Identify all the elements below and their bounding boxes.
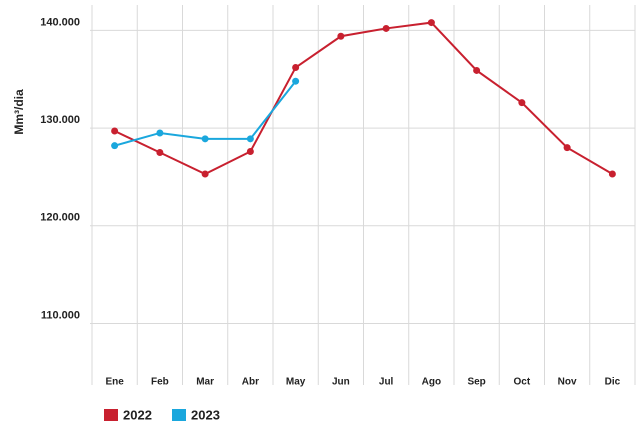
x-tick-label: Jul — [379, 377, 394, 388]
x-tick-label: Jun — [332, 377, 350, 388]
x-tick-label: Feb — [151, 377, 169, 388]
point — [427, 19, 435, 27]
point — [563, 144, 571, 152]
series-line — [114, 21, 613, 176]
point — [246, 135, 254, 143]
y-tick-label: 110.000 — [41, 309, 80, 321]
point — [518, 99, 526, 107]
point — [292, 77, 300, 85]
point — [111, 127, 119, 135]
x-tick-label: Ene — [105, 377, 124, 388]
x-tick-label: Abr — [242, 377, 259, 388]
point — [201, 135, 209, 143]
x-tick-label: Ago — [422, 377, 441, 388]
point — [608, 170, 616, 178]
x-tick-label: Dic — [605, 377, 621, 388]
point — [156, 149, 164, 157]
x-tick-label: Nov — [558, 377, 577, 388]
point — [246, 148, 254, 156]
legend-label: 2022 — [123, 407, 152, 421]
x-tick-label: Oct — [514, 377, 531, 388]
x-tick-label: Mar — [196, 377, 214, 388]
point — [292, 64, 300, 72]
legend-swatch — [172, 409, 186, 421]
y-axis-label: Mm³/dia — [12, 89, 26, 135]
x-tick-label: May — [286, 377, 306, 388]
point — [156, 129, 164, 137]
legend-label: 2023 — [191, 407, 220, 421]
point — [201, 170, 209, 178]
y-tick-label: 120.000 — [40, 212, 80, 224]
y-tick-label: 140.000 — [40, 16, 80, 28]
point — [337, 32, 345, 40]
point — [111, 142, 119, 150]
x-tick-label: Sep — [467, 377, 485, 388]
point — [473, 66, 481, 74]
y-tick-label: 130.000 — [40, 114, 80, 126]
point — [382, 24, 390, 32]
legend-swatch — [104, 409, 118, 421]
